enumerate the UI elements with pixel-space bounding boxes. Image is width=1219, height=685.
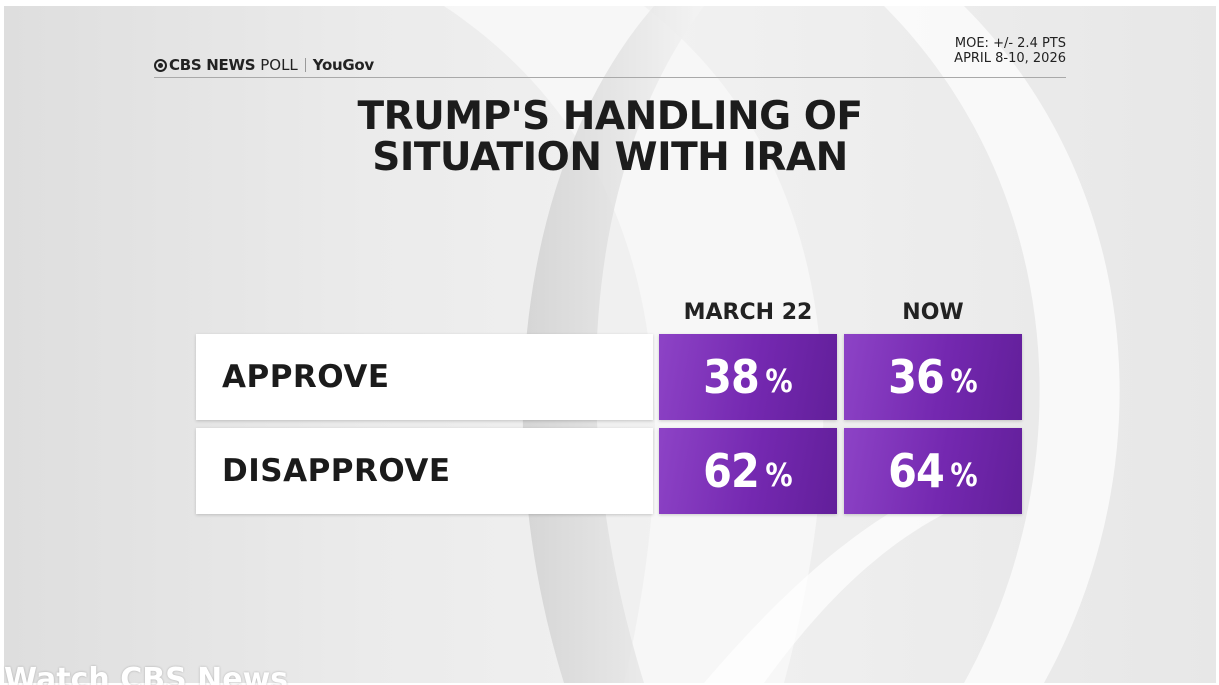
poll-dates: APRIL 8-10, 2026 <box>954 51 1066 66</box>
row-label-approve: APPROVE <box>196 334 653 420</box>
poll-label: POLL <box>260 56 298 74</box>
title-line-2: SITUATION WITH IRAN <box>372 135 848 180</box>
cell-approve-now: 36% <box>844 334 1022 420</box>
percent-sign: % <box>950 456 979 494</box>
value-approve-march-22: 38 <box>703 350 761 404</box>
logo-divider <box>304 58 306 72</box>
cbs-eye-icon <box>154 58 167 72</box>
chart-title: TRUMP'S HANDLING OF SITUATION WITH IRAN <box>204 96 1016 178</box>
header-divider <box>154 77 1066 78</box>
column-header-now: NOW <box>902 300 964 325</box>
column-header-march-22: MARCH 22 <box>683 300 813 325</box>
value-disapprove-march-22: 62 <box>703 444 761 498</box>
partner-name: YouGov <box>312 56 374 74</box>
row-label-disapprove: DISAPPROVE <box>196 428 653 514</box>
value-approve-now: 36 <box>888 350 946 404</box>
poll-metadata: MOE: +/- 2.4 PTS APRIL 8-10, 2026 <box>954 36 1066 66</box>
poll-graphic: CBS NEWS POLL YouGov MOE: +/- 2.4 PTS AP… <box>4 6 1216 683</box>
cell-disapprove-now: 64% <box>844 428 1022 514</box>
percent-sign: % <box>765 456 794 494</box>
margin-of-error: MOE: +/- 2.4 PTS <box>954 36 1066 51</box>
cell-approve-march-22: 38% <box>659 334 837 420</box>
logo-lockup: CBS NEWS POLL YouGov <box>154 54 374 76</box>
percent-sign: % <box>950 362 979 400</box>
percent-sign: % <box>765 362 794 400</box>
cell-disapprove-march-22: 62% <box>659 428 837 514</box>
title-line-1: TRUMP'S HANDLING OF <box>357 94 863 139</box>
value-disapprove-now: 64 <box>888 444 946 498</box>
watch-cbs-news-watermark[interactable]: Watch CBS News <box>4 662 289 685</box>
brand-name: CBS NEWS <box>169 56 256 74</box>
